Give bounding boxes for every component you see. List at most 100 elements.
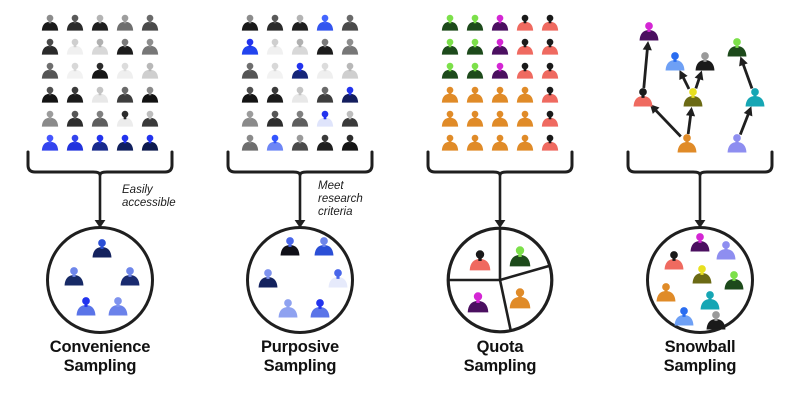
sample-member-green — [508, 244, 532, 268]
population-member — [266, 13, 285, 32]
referral-edge — [686, 112, 693, 135]
population-member — [441, 13, 460, 32]
arrow-wrapper — [692, 176, 708, 233]
population-member — [116, 13, 135, 32]
population-brace — [226, 150, 374, 177]
person-icon — [141, 86, 159, 103]
referral-edge — [741, 61, 754, 90]
population-member — [41, 133, 60, 152]
population-member — [341, 133, 360, 152]
person-icon — [441, 134, 459, 151]
person-icon — [441, 110, 459, 127]
person-icon — [727, 38, 747, 57]
person-icon — [724, 271, 744, 290]
referral-arrowhead — [642, 40, 652, 51]
sample-member-purple — [466, 290, 490, 314]
person-icon — [466, 14, 484, 31]
person-icon — [683, 88, 703, 107]
person-icon — [328, 269, 348, 288]
person-icon — [695, 52, 715, 71]
population-member — [441, 109, 460, 128]
sample-member — [279, 235, 301, 257]
population-member — [141, 85, 160, 104]
sample-member — [699, 289, 721, 311]
network-node-teal — [744, 86, 766, 108]
population-member — [316, 85, 335, 104]
person-icon — [516, 86, 534, 103]
person-icon — [316, 14, 334, 31]
sample-member — [119, 265, 141, 287]
sample-boundary — [246, 226, 354, 334]
population-member — [266, 133, 285, 152]
person-icon — [291, 134, 309, 151]
population-member — [291, 37, 310, 56]
network-node-purple — [638, 20, 660, 42]
population-member — [516, 61, 535, 80]
sample-member — [705, 309, 727, 331]
person-icon — [108, 297, 128, 316]
person-icon — [316, 86, 334, 103]
population-member — [316, 61, 335, 80]
person-icon — [706, 311, 726, 330]
annotation-convenience: Easily accessible — [122, 184, 176, 209]
panel-convenience: Easily accessible Convenience Sampling — [0, 0, 200, 400]
population-member — [241, 61, 260, 80]
population-member — [341, 37, 360, 56]
person-icon — [341, 62, 359, 79]
sample-member — [277, 297, 299, 319]
population-member — [516, 13, 535, 32]
referral-arrowhead — [685, 106, 696, 117]
person-icon — [467, 292, 489, 313]
brace-wrapper — [625, 150, 775, 181]
population-member — [341, 85, 360, 104]
person-icon — [665, 52, 685, 71]
person-icon — [516, 134, 534, 151]
person-icon — [692, 265, 712, 284]
person-icon — [91, 62, 109, 79]
person-icon — [120, 267, 140, 286]
person-icon — [516, 62, 534, 79]
population-member — [491, 85, 510, 104]
person-icon — [41, 14, 59, 31]
person-icon — [310, 299, 330, 318]
person-icon — [541, 14, 559, 31]
population-member — [41, 109, 60, 128]
person-icon — [291, 110, 309, 127]
population-member — [66, 37, 85, 56]
population-member — [291, 61, 310, 80]
person-icon — [41, 110, 59, 127]
referral-arrowhead — [743, 106, 753, 117]
person-icon — [466, 86, 484, 103]
population-brace — [26, 150, 174, 177]
person-icon — [64, 267, 84, 286]
person-icon — [66, 38, 84, 55]
population-member — [266, 37, 285, 56]
population-member — [466, 133, 485, 152]
referral-arrowhead — [739, 56, 748, 67]
person-icon — [141, 62, 159, 79]
person-icon — [491, 62, 509, 79]
sample-member — [107, 295, 129, 317]
person-icon — [291, 38, 309, 55]
person-icon — [674, 307, 694, 326]
quota-pie-chart — [446, 226, 554, 334]
person-icon — [141, 14, 159, 31]
population-member — [241, 109, 260, 128]
network-node-olive — [682, 86, 704, 108]
person-icon — [141, 134, 159, 151]
panel-purposive: Meet research criteria Purposive Sampling — [200, 0, 400, 400]
network-node-black — [694, 50, 716, 72]
population-member — [316, 109, 335, 128]
population-member — [516, 37, 535, 56]
person-icon — [116, 134, 134, 151]
population-member — [441, 85, 460, 104]
person-icon — [466, 110, 484, 127]
population-member — [41, 85, 60, 104]
person-icon — [66, 86, 84, 103]
person-icon — [341, 38, 359, 55]
network-node-red — [632, 86, 654, 108]
person-icon — [41, 134, 59, 151]
person-icon — [441, 14, 459, 31]
caption-convenience: Convenience Sampling — [49, 338, 151, 375]
person-icon — [541, 62, 559, 79]
